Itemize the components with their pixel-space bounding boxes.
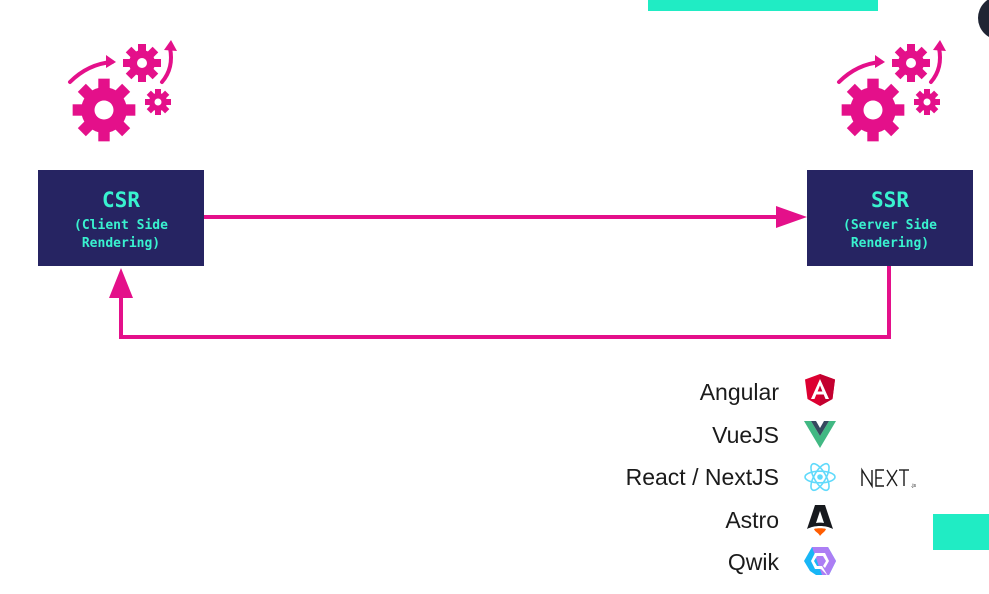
framework-label-vuejs: VueJS [712,422,779,448]
csr-gears-icon [68,40,177,142]
framework-label-qwik: Qwik [727,549,779,575]
arrow-ssr-to-csr [109,266,891,339]
qwik-icon [804,547,836,576]
angular-icon [805,374,835,406]
accent-bar-right [933,514,989,550]
astro-icon [807,505,833,536]
react-icon [804,462,836,492]
ssr-title: SSR [871,188,909,212]
accent-bar-top [648,0,878,11]
vue-icon [804,421,836,448]
framework-label-react-nextjs: React / NextJS [625,464,779,490]
csr-subtitle: (Client Side Rendering) [74,218,168,251]
framework-label-astro: Astro [725,507,779,533]
ssr-subtitle: (Server Side Rendering) [843,218,937,251]
ssr-gears-icon [837,40,946,142]
framework-label-angular: Angular [699,379,779,405]
svg-text:.js: .js [911,483,917,489]
nextjs-logo: .js [861,467,917,489]
arrow-csr-to-ssr [204,206,807,228]
corner-avatar [978,0,989,40]
csr-box: CSR (Client Side Rendering) [38,170,204,266]
csr-title: CSR [102,188,140,212]
ssr-box: SSR (Server Side Rendering) [807,170,973,266]
